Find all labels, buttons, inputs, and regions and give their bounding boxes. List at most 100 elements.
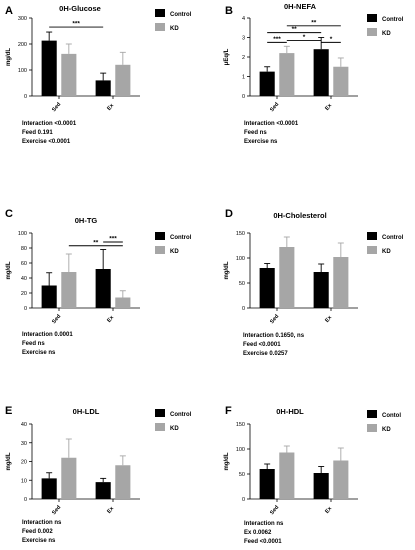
- bar-kd-sed: [61, 53, 77, 96]
- bar-control-sed: [41, 285, 57, 308]
- y-axis-label: mg/dL: [6, 48, 12, 66]
- significance-label: **: [93, 239, 99, 246]
- chart-panel-d: D 0H-Cholesterol 0 50 100 150 mg/dL Sed Ex Contro…: [224, 208, 404, 357]
- stats-line: Feed ns: [244, 130, 267, 136]
- y-tick-label: 40: [21, 422, 27, 428]
- y-axis-label: mg/dL: [224, 452, 230, 470]
- chart-title: 0H-LDL: [73, 407, 100, 416]
- legend-swatch-control: [155, 232, 165, 240]
- y-tick-label: 3: [242, 36, 245, 42]
- legend-label-control: Control: [382, 235, 404, 241]
- legend-label-control: Control: [170, 12, 192, 18]
- bar-control-ex: [95, 269, 111, 308]
- y-tick-label: 100: [236, 447, 245, 453]
- x-tick-label: Ex: [324, 314, 334, 324]
- legend-label-control: Control: [170, 412, 192, 418]
- stats-line: Interaction 0.1650, ns: [243, 333, 305, 339]
- legend-label-kd: KD: [170, 426, 179, 432]
- chart-title: 0H-Cholesterol: [273, 211, 326, 220]
- y-tick-label: 1: [242, 75, 245, 81]
- y-axis-label: mg/dL: [6, 452, 12, 470]
- bar-kd-ex: [115, 297, 131, 308]
- bar-kd-ex: [333, 460, 349, 499]
- stats-line: Interaction 0.0001: [22, 332, 73, 338]
- stats-line: Feed 0.191: [22, 130, 53, 136]
- y-tick-label: 0: [242, 94, 245, 100]
- legend-label-contol: Contol: [382, 413, 401, 419]
- bar-control-ex: [313, 49, 329, 96]
- legend-label-control: Control: [382, 17, 404, 23]
- significance-label: **: [311, 19, 317, 26]
- legend-label-kd: KD: [382, 427, 391, 433]
- bar-kd-sed: [279, 247, 295, 308]
- y-tick-label: 0: [242, 306, 245, 312]
- panel-label: E: [5, 405, 12, 417]
- y-tick-label: 150: [236, 422, 245, 428]
- y-tick-label: 20: [21, 291, 27, 297]
- y-tick-label: 50: [239, 472, 245, 478]
- bar-kd-ex: [333, 66, 349, 96]
- panel-label: B: [225, 5, 233, 17]
- legend-swatch-kd: [155, 23, 165, 31]
- legend-swatch-kd: [367, 28, 377, 36]
- bar-control-sed: [41, 478, 57, 499]
- y-tick-label: 100: [236, 256, 245, 262]
- chart-title: 0H-HDL: [276, 407, 304, 416]
- bar-control-sed: [259, 268, 275, 308]
- bar-kd-ex: [115, 64, 131, 96]
- bar-control-sed: [259, 71, 275, 96]
- chart-panel-a: A 0H-Glucose 0 100 200 300 mg/dL Sed Ex *** Contro…: [5, 4, 192, 145]
- y-tick-label: 0: [24, 497, 27, 503]
- bar-kd-sed: [279, 452, 295, 499]
- y-tick-label: 30: [21, 441, 27, 447]
- x-tick-label: Ex: [106, 102, 116, 112]
- legend-label-control: Control: [170, 235, 192, 241]
- y-tick-label: 4: [242, 16, 245, 22]
- bar-contol-sed: [259, 469, 275, 499]
- legend-swatch-kd: [155, 423, 165, 431]
- legend-swatch-control: [367, 232, 377, 240]
- y-tick-label: 100: [18, 68, 27, 74]
- legend-label-kd: KD: [170, 249, 179, 255]
- significance-label: *: [330, 36, 333, 43]
- bar-kd-sed: [279, 53, 295, 96]
- bar-contol-ex: [313, 473, 329, 499]
- y-tick-label: 0: [24, 94, 27, 100]
- y-tick-label: 20: [21, 460, 27, 466]
- x-tick-label: Sed: [269, 505, 280, 517]
- x-tick-label: Ex: [106, 314, 116, 324]
- panel-label: D: [225, 208, 233, 220]
- chart-panel-e: E 0H-LDL 0 10 20 30 40 mg/dL Sed Ex Control KD Inter…: [5, 405, 192, 544]
- bar-control-ex: [95, 482, 111, 499]
- chart-title: 0H-Glucose: [59, 4, 101, 13]
- stats-line: Interaction <0.0001: [244, 121, 299, 127]
- x-tick-label: Sed: [51, 505, 62, 517]
- panel-label: A: [5, 5, 13, 17]
- y-axis-label: mg/dL: [6, 261, 12, 279]
- bar-kd-sed: [61, 272, 77, 308]
- bar-control-sed: [41, 40, 57, 96]
- panel-label: F: [225, 405, 232, 417]
- x-tick-label: Ex: [106, 505, 116, 515]
- y-tick-label: 100: [18, 231, 27, 237]
- stats-line: Feed 0.002: [22, 529, 53, 535]
- bar-kd-ex: [333, 257, 349, 308]
- y-tick-label: 0: [242, 497, 245, 503]
- chart-panel-f: F 0H-HDL 0 50 100 150 mg/dL Sed Ex Contol KD Intera…: [224, 405, 401, 545]
- x-tick-label: Sed: [51, 314, 62, 326]
- stats-line: Exercise ns: [22, 350, 56, 356]
- bar-control-ex: [95, 80, 111, 96]
- y-tick-label: 50: [239, 281, 245, 287]
- significance-label: ***: [109, 236, 117, 243]
- legend-swatch-control: [155, 409, 165, 417]
- bar-kd-ex: [115, 465, 131, 499]
- y-tick-label: 60: [21, 261, 27, 267]
- y-axis-label: μEq/L: [224, 48, 230, 65]
- stats-line: Interaction ns: [22, 520, 62, 526]
- y-tick-label: 2: [242, 55, 245, 61]
- y-tick-label: 10: [21, 478, 27, 484]
- y-axis-label: mg/dL: [224, 261, 230, 279]
- significance-label: ***: [72, 21, 80, 28]
